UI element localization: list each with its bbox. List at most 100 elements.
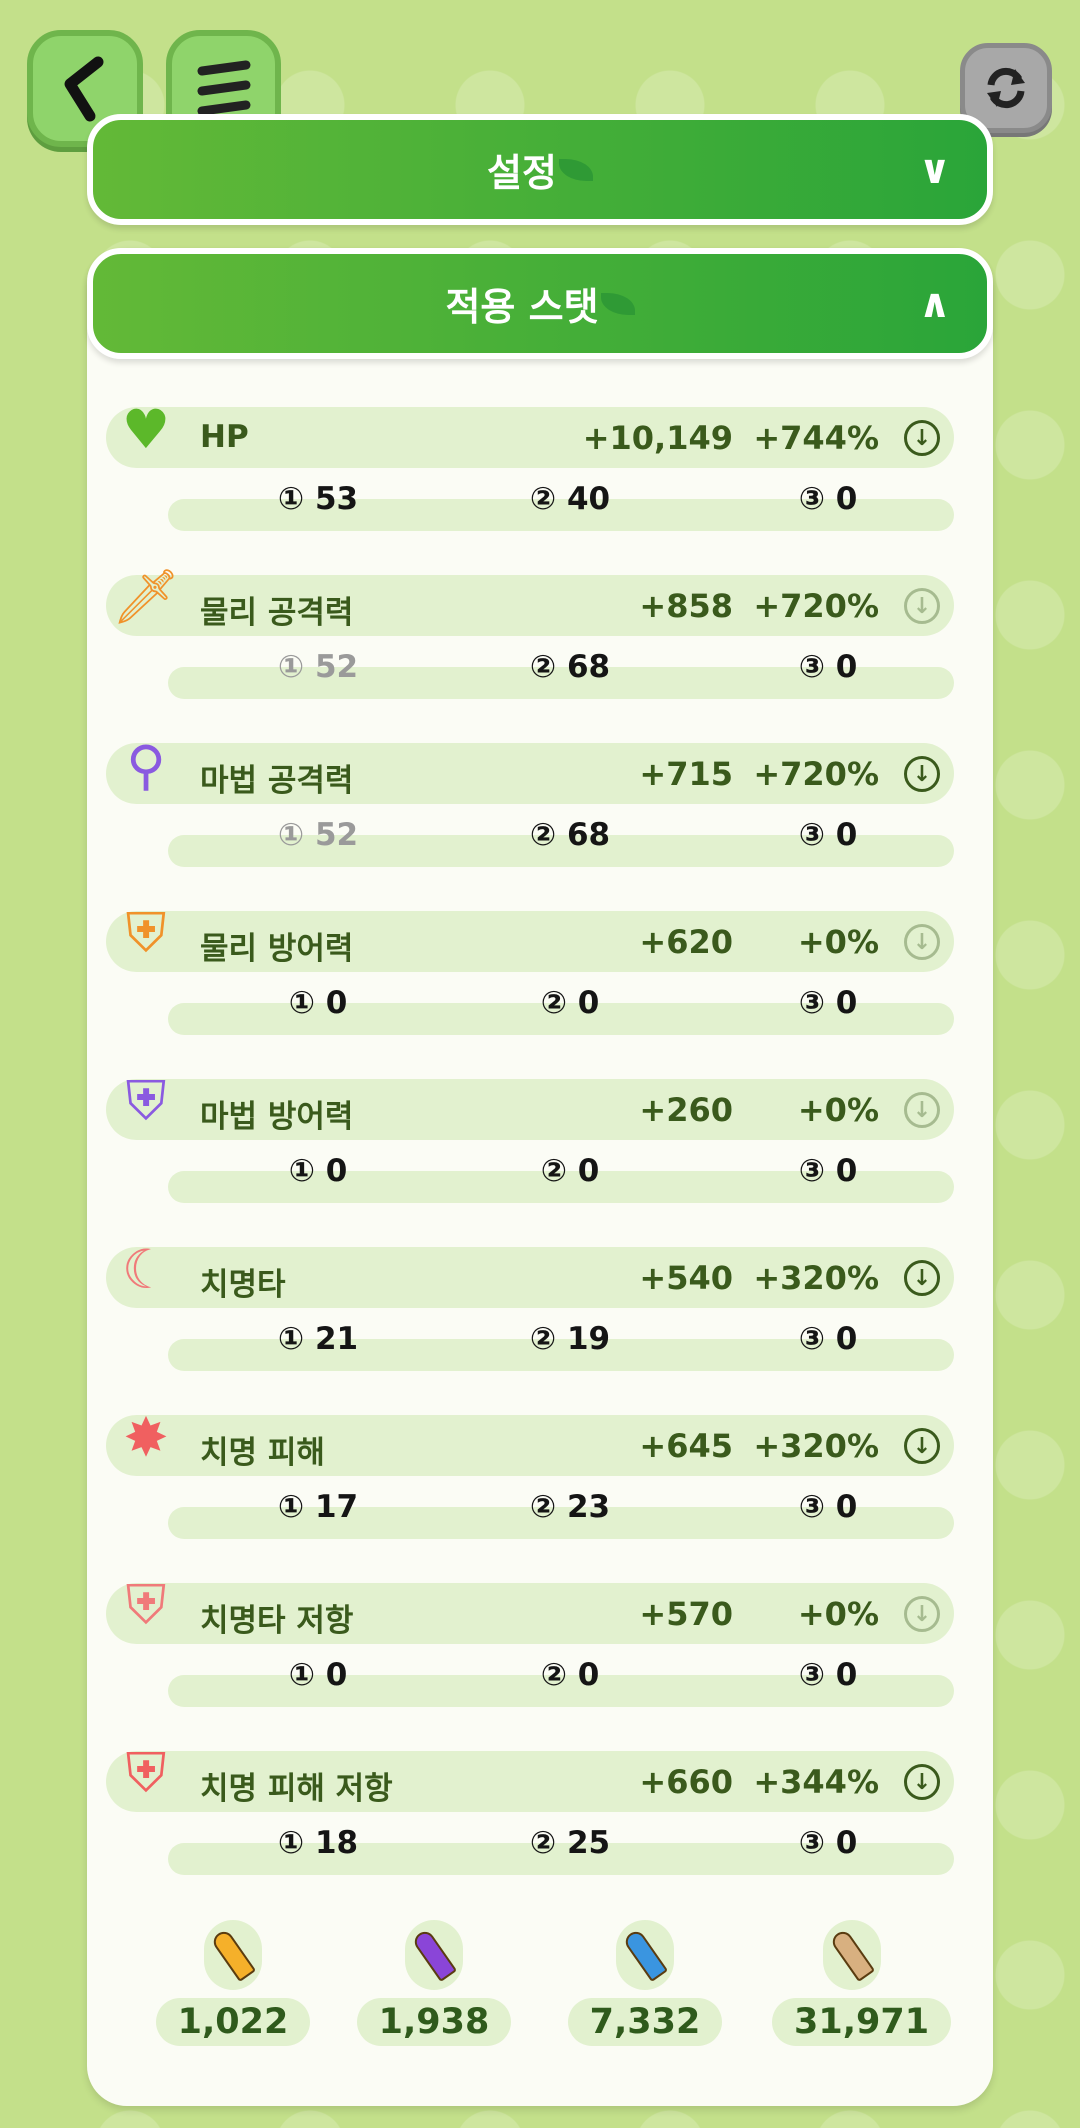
stat-name: 물리 공격력 <box>200 595 354 631</box>
leaf-icon <box>558 158 593 181</box>
breakdown-value: ② 25 <box>529 1825 611 1861</box>
stat-percent: +720% <box>753 755 879 793</box>
blue-bullet-icon <box>616 1920 674 1990</box>
breakdown-value: ② 0 <box>540 1153 600 1189</box>
stat-value: +858 <box>639 587 733 625</box>
arrow-down-circle-icon[interactable]: ↓ <box>904 1764 940 1800</box>
breakdown-value: ② 68 <box>529 817 611 853</box>
magic-staff-icon: ⚲ <box>126 733 166 797</box>
breakdown-value: ② 19 <box>529 1321 611 1357</box>
stat-breakdown: ① 52 ② 68 ③ 0 <box>168 649 954 699</box>
breakdown-value: ③ 0 <box>798 1825 858 1861</box>
stat-percent: +320% <box>753 1259 879 1297</box>
stat-row: ⛨ 치명 피해 저항 +660 +344% ↓ <box>106 1741 954 1812</box>
breakdown-value: ① 0 <box>288 985 348 1021</box>
stat-percent: +0% <box>797 923 879 961</box>
stat-breakdown: ① 0 ② 0 ③ 0 <box>168 1153 954 1203</box>
stat-breakdown: ① 0 ② 0 ③ 0 <box>168 985 954 1035</box>
stat-row: ⛨ 마법 방어력 +260 +0% ↓ <box>106 1069 954 1140</box>
heart-icon: ♥ <box>121 397 171 461</box>
stat-percent: +0% <box>797 1595 879 1633</box>
stat-name: 마법 방어력 <box>200 1099 354 1135</box>
stat-value: +10,149 <box>582 419 733 457</box>
stat-row: ⛨ 치명타 저항 +570 +0% ↓ <box>106 1573 954 1644</box>
burst-icon: ✸ <box>123 1405 169 1469</box>
stat-percent: +744% <box>753 419 879 457</box>
stat-name: 치명타 저항 <box>200 1603 354 1639</box>
stat-row: ✸ 치명 피해 +645 +320% ↓ <box>106 1406 954 1476</box>
breakdown-value: ① 0 <box>288 1657 348 1693</box>
breakdown-value: ③ 0 <box>798 1153 858 1189</box>
breakdown-value: ① 53 <box>277 481 359 517</box>
stat-breakdown: ① 53 ② 40 ③ 0 <box>168 481 954 531</box>
breakdown-value: ③ 0 <box>798 985 858 1021</box>
stat-row: ☾ 치명타 +540 +320% ↓ <box>106 1238 954 1308</box>
breakdown-value: ③ 0 <box>798 1657 858 1693</box>
stat-value: +570 <box>639 1595 733 1633</box>
settings-section-header[interactable]: 설정 ∨ <box>87 114 993 225</box>
arrow-down-circle-icon[interactable]: ↓ <box>904 924 940 960</box>
breakdown-value: ① 52 <box>277 649 359 685</box>
breakdown-value: ① 0 <box>288 1153 348 1189</box>
crit-damage-shield-icon: ⛨ <box>125 1741 167 1804</box>
breakdown-value: ② 0 <box>540 1657 600 1693</box>
stat-value: +260 <box>639 1091 733 1129</box>
stat-breakdown: ① 18 ② 25 ③ 0 <box>168 1825 954 1875</box>
breakdown-value: ③ 0 <box>798 1321 858 1357</box>
stat-name: HP <box>200 419 249 455</box>
stat-name: 치명 피해 저항 <box>200 1771 393 1807</box>
stat-percent: +0% <box>797 1091 879 1129</box>
breakdown-value: ② 23 <box>529 1489 611 1525</box>
stat-row: 🗡 물리 공격력 +858 +720% ↓ <box>106 565 954 636</box>
currency-item: 31,971 <box>772 1920 952 2046</box>
chevron-down-icon[interactable]: ∨ <box>918 146 951 193</box>
stat-breakdown: ① 0 ② 0 ③ 0 <box>168 1657 954 1707</box>
stat-row: ⚲ 마법 공격력 +715 +720% ↓ <box>106 734 954 804</box>
applied-stats-title: 적용 스탯 <box>445 285 599 329</box>
currency-item: 1,022 <box>153 1920 313 2046</box>
stat-percent: +320% <box>753 1427 879 1465</box>
breakdown-value: ① 21 <box>277 1321 359 1357</box>
currency-item: 7,332 <box>565 1920 725 2046</box>
stat-breakdown: ① 52 ② 68 ③ 0 <box>168 817 954 867</box>
stat-row: ⛨ 물리 방어력 +620 +0% ↓ <box>106 901 954 972</box>
chevron-left-icon <box>64 56 104 121</box>
orange-bullet-icon <box>204 1920 262 1990</box>
stat-value: +715 <box>639 755 733 793</box>
claw-slash-icon: ☾ <box>121 1237 171 1301</box>
breakdown-value: ② 68 <box>529 649 611 685</box>
crit-shield-icon: ⛨ <box>125 1573 167 1636</box>
breakdown-value: ① 17 <box>277 1489 359 1525</box>
breakdown-value: ③ 0 <box>798 1489 858 1525</box>
breakdown-value: ② 0 <box>540 985 600 1021</box>
stat-value: +645 <box>639 1427 733 1465</box>
stat-name: 치명타 <box>200 1267 286 1303</box>
arrow-down-circle-icon[interactable]: ↓ <box>904 588 940 624</box>
stat-name: 물리 방어력 <box>200 931 354 967</box>
stat-value: +620 <box>639 923 733 961</box>
breakdown-value: ① 52 <box>277 817 359 853</box>
arrow-down-circle-icon[interactable]: ↓ <box>904 1596 940 1632</box>
arrow-down-circle-icon[interactable]: ↓ <box>904 1092 940 1128</box>
breakdown-value: ③ 0 <box>798 817 858 853</box>
currency-item: 1,938 <box>354 1920 514 2046</box>
hamburger-icon <box>197 60 250 115</box>
breakdown-value: ③ 0 <box>798 649 858 685</box>
sword-icon: 🗡 <box>111 565 181 628</box>
arrow-down-circle-icon[interactable]: ↓ <box>904 1260 940 1296</box>
chevron-up-icon[interactable]: ∧ <box>918 280 951 327</box>
purple-bullet-icon <box>405 1920 463 1990</box>
arrow-down-circle-icon[interactable]: ↓ <box>904 420 940 456</box>
breakdown-value: ① 18 <box>277 1825 359 1861</box>
applied-stats-section-header[interactable]: 적용 스탯 ∧ <box>87 248 993 359</box>
stat-percent: +720% <box>753 587 879 625</box>
stat-breakdown: ① 21 ② 19 ③ 0 <box>168 1321 954 1371</box>
arrow-down-circle-icon[interactable]: ↓ <box>904 1428 940 1464</box>
settings-title: 설정 <box>487 151 557 195</box>
currency-amount: 31,971 <box>772 1998 952 2046</box>
stat-breakdown: ① 17 ② 23 ③ 0 <box>168 1489 954 1539</box>
refresh-icon <box>987 67 1025 109</box>
breakdown-value: ② 40 <box>529 481 611 517</box>
arrow-down-circle-icon[interactable]: ↓ <box>904 756 940 792</box>
magic-shield-icon: ⛨ <box>125 1069 167 1132</box>
